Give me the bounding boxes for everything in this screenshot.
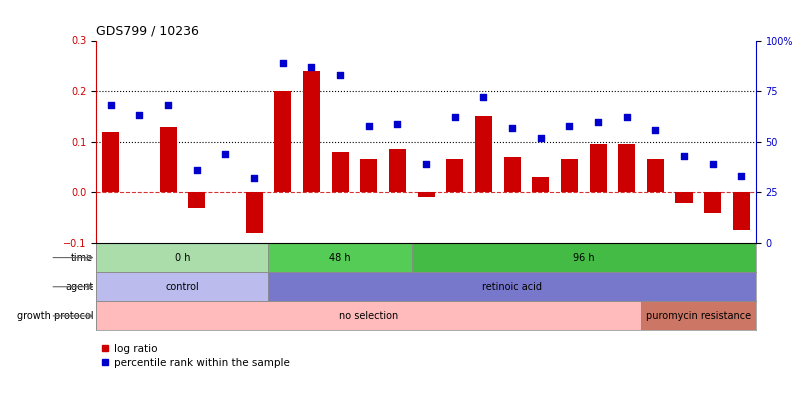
Text: 96 h: 96 h	[573, 253, 594, 262]
Bar	[560, 160, 577, 192]
Bar	[503, 157, 520, 192]
Text: puromycin resistance: puromycin resistance	[645, 311, 750, 321]
Text: control: control	[165, 282, 199, 292]
Point	[247, 175, 260, 181]
Point	[104, 102, 117, 109]
Bar	[640, 301, 755, 330]
Bar	[96, 301, 640, 330]
Text: agent: agent	[65, 282, 93, 292]
Point	[505, 124, 518, 131]
Point	[419, 161, 432, 167]
Bar	[532, 177, 548, 192]
Point	[333, 72, 346, 78]
Point	[562, 122, 575, 129]
Bar	[475, 117, 491, 192]
Bar	[159, 126, 177, 192]
Bar	[703, 192, 720, 213]
Text: 48 h: 48 h	[329, 253, 350, 262]
Text: 0 h: 0 h	[174, 253, 190, 262]
Bar	[446, 160, 463, 192]
Text: retinoic acid: retinoic acid	[482, 282, 541, 292]
Point	[390, 120, 403, 127]
Point	[362, 122, 375, 129]
Bar	[411, 243, 755, 272]
Bar	[96, 243, 268, 272]
Bar	[274, 91, 291, 192]
Bar	[589, 144, 606, 192]
Point	[161, 102, 174, 109]
Bar	[646, 160, 663, 192]
Bar	[360, 160, 377, 192]
Text: time: time	[71, 253, 93, 262]
Text: no selection: no selection	[339, 311, 398, 321]
Bar	[268, 272, 755, 301]
Text: GDS799 / 10236: GDS799 / 10236	[96, 25, 199, 38]
Bar	[675, 192, 692, 202]
Bar	[245, 192, 263, 233]
Legend: log ratio, percentile rank within the sample: log ratio, percentile rank within the sa…	[101, 344, 290, 368]
Bar	[331, 152, 349, 192]
Point	[591, 118, 604, 125]
Bar	[102, 132, 120, 192]
Point	[706, 161, 719, 167]
Bar	[303, 71, 320, 192]
Point	[620, 114, 633, 121]
Point	[534, 134, 547, 141]
Point	[276, 60, 289, 66]
Bar	[96, 272, 268, 301]
Point	[304, 64, 317, 70]
Bar	[732, 192, 749, 230]
Bar	[417, 192, 434, 198]
Point	[677, 153, 690, 159]
Point	[448, 114, 461, 121]
Point	[132, 112, 145, 119]
Point	[190, 167, 203, 173]
Bar	[268, 243, 411, 272]
Point	[648, 126, 661, 133]
Bar	[618, 144, 634, 192]
Point	[734, 173, 747, 179]
Text: growth protocol: growth protocol	[17, 311, 93, 321]
Point	[476, 94, 489, 100]
Bar	[188, 192, 205, 207]
Point	[218, 151, 231, 157]
Bar	[389, 149, 406, 192]
